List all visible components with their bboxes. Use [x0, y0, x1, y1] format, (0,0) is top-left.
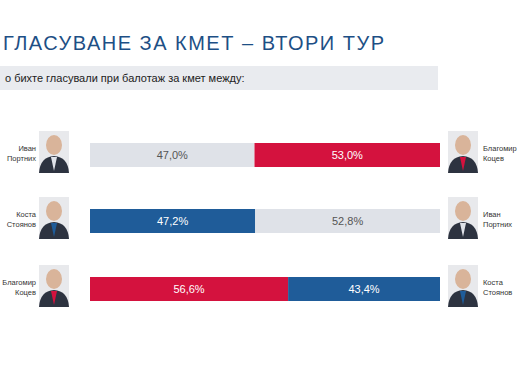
photo-bg — [39, 197, 69, 239]
bar-segment — [90, 143, 255, 167]
photo-tie — [460, 291, 466, 305]
photo-bg — [448, 131, 478, 173]
photo-tie — [460, 223, 466, 237]
candidate-name: КостаСтоянов — [483, 278, 512, 297]
photo-bg — [39, 265, 69, 307]
data-label: 53,0% — [332, 149, 363, 161]
bar-segment — [90, 277, 288, 301]
candidate-name: КостаСтоянов — [7, 210, 37, 229]
bar-segment — [255, 143, 441, 167]
photo-head — [455, 135, 471, 155]
photo-tie — [460, 157, 466, 171]
data-label: 47,0% — [157, 149, 188, 161]
data-label: 47,2% — [157, 215, 188, 227]
subtitle: о бихте гласували при балотаж за кмет ме… — [5, 72, 244, 84]
candidate-name: ИванПортних — [7, 144, 36, 163]
chart: ГЛАСУВАНЕ ЗА КМЕТ – ВТОРИ ТУР о бихте гла… — [0, 0, 531, 371]
photo — [448, 265, 478, 307]
photo — [39, 131, 69, 173]
data-label: 52,8% — [332, 215, 363, 227]
data-label: 43,4% — [348, 283, 379, 295]
photo-tie — [51, 157, 57, 171]
bar-segment — [255, 209, 440, 233]
labels: 47,0% 53,0% ИванПортних БлагомирКоцев 47,2% 5… — [2, 144, 516, 297]
photo-body — [448, 290, 478, 307]
photo — [448, 131, 478, 173]
title: ГЛАСУВАНЕ ЗА КМЕТ – ВТОРИ ТУР — [3, 32, 386, 54]
bars — [90, 143, 440, 301]
candidate-name: ИванПортних — [483, 210, 512, 229]
photo-head — [455, 269, 471, 289]
photo-head — [455, 201, 471, 221]
bar-segment — [288, 277, 440, 301]
photo-head — [46, 135, 62, 155]
photo — [39, 197, 69, 239]
photo-body — [448, 156, 478, 173]
photo-bg — [448, 265, 478, 307]
candidate-name: БлагомирКоцев — [2, 278, 36, 297]
photo-body — [39, 222, 69, 239]
subtitle-band — [0, 66, 438, 90]
photo-body — [39, 156, 69, 173]
photo — [448, 197, 478, 239]
photo — [39, 265, 69, 307]
photo-head — [46, 201, 62, 221]
photo-bg — [448, 197, 478, 239]
photo-tie — [51, 223, 57, 237]
data-label: 56,6% — [173, 283, 204, 295]
photo-body — [39, 290, 69, 307]
photo-body — [448, 222, 478, 239]
bar-segment — [90, 209, 255, 233]
photo-tie — [51, 291, 57, 305]
photo-head — [46, 269, 62, 289]
candidate-name: БлагомирКоцев — [483, 144, 517, 163]
photo-bg — [39, 131, 69, 173]
